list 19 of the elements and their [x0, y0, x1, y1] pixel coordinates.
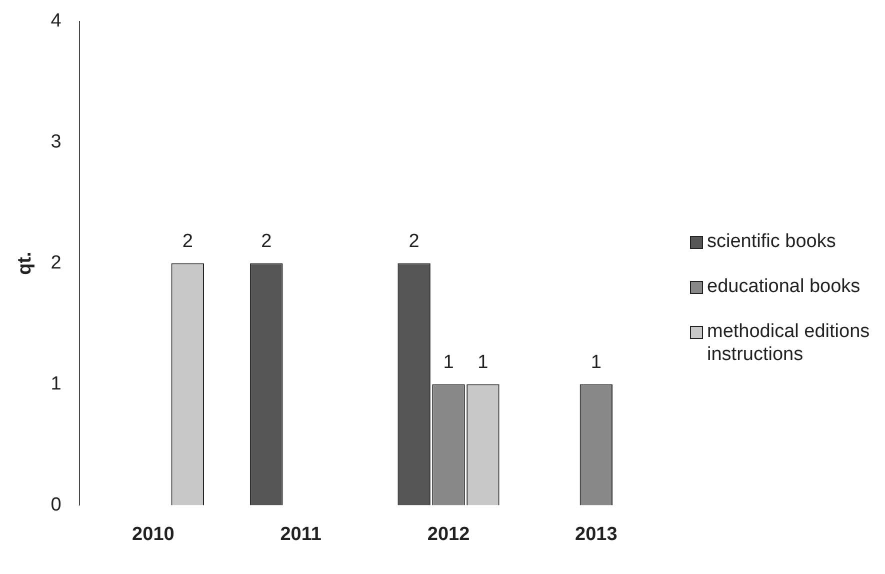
- data-label: 1: [443, 352, 454, 373]
- x-tick-label: 2013: [575, 524, 618, 545]
- legend-label: scientific books: [707, 230, 836, 253]
- y-tick-label: 0: [50, 494, 62, 516]
- data-label: 1: [590, 352, 602, 373]
- y-tick-label: 1: [50, 373, 62, 394]
- data-label: 1: [478, 352, 488, 373]
- y-tick-label: 4: [50, 10, 62, 32]
- legend-label: methodical editions instructions: [707, 320, 871, 366]
- y-axis-title: qt.: [14, 252, 36, 275]
- data-label: 2: [182, 231, 193, 252]
- x-tick-label: 2011: [280, 524, 322, 545]
- data-label: 2: [261, 231, 272, 252]
- y-tick-label: 3: [50, 132, 62, 153]
- x-tick-label: 2010: [132, 524, 174, 545]
- y-tick-label: 2: [50, 252, 62, 274]
- data-label: 2: [408, 231, 420, 252]
- x-tick-label: 2012: [427, 524, 470, 545]
- legend-label: educational books: [707, 275, 860, 298]
